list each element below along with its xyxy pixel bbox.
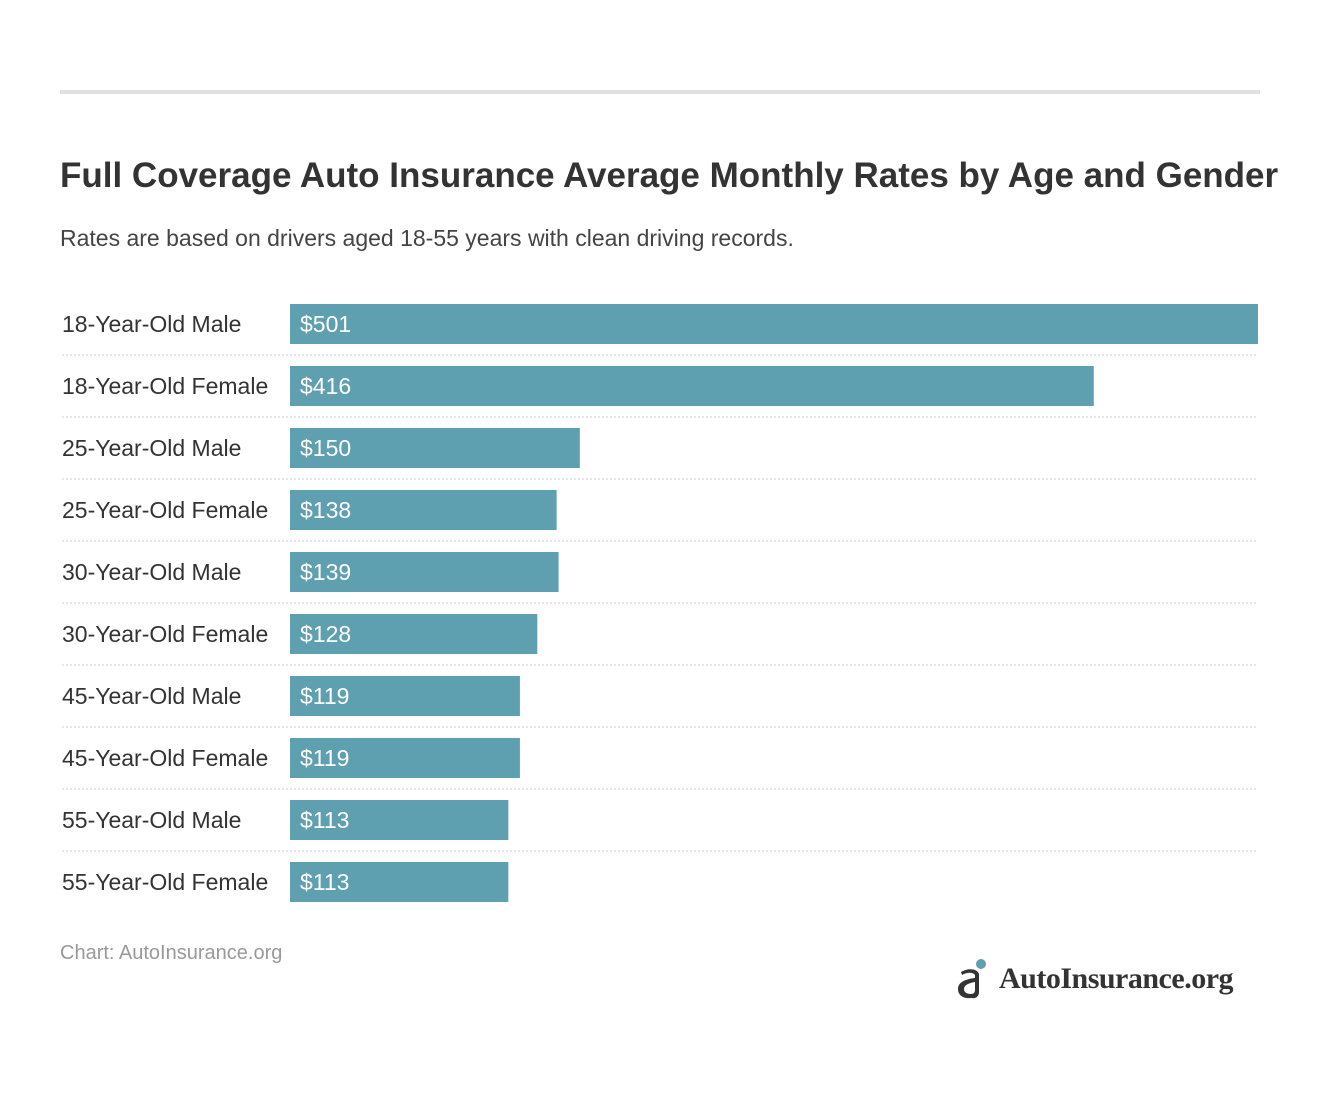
value-label: $416: [300, 373, 351, 399]
brand-logo[interactable]: AutoInsurance.org: [955, 958, 1234, 1000]
bar-row: 30-Year-Old Female $128: [62, 614, 1258, 666]
category-label: 55-Year-Old Male: [62, 807, 241, 833]
bar: [290, 490, 557, 530]
bar-row: 30-Year-Old Male $139: [62, 552, 1258, 604]
value-label: $138: [300, 497, 351, 523]
chart-subtitle: Rates are based on drivers aged 18-55 ye…: [60, 225, 794, 251]
bar: [290, 862, 509, 902]
bar-row: 18-Year-Old Male $501: [62, 304, 1258, 356]
bar: [290, 366, 1094, 406]
bar-row: 18-Year-Old Female $416: [62, 366, 1258, 418]
bar: [290, 676, 520, 716]
value-label: $113: [300, 807, 349, 833]
bar: [290, 304, 1258, 344]
value-label: $113: [300, 869, 349, 895]
category-label: 25-Year-Old Male: [62, 435, 241, 461]
category-label: 18-Year-Old Male: [62, 311, 241, 337]
logo-wordmark: AutoInsurance.org: [999, 962, 1234, 995]
top-rule: [60, 90, 1260, 94]
bar: [290, 738, 520, 778]
category-label: 45-Year-Old Male: [62, 683, 241, 709]
value-label: $501: [300, 311, 351, 337]
category-label: 25-Year-Old Female: [62, 497, 268, 523]
category-label: 45-Year-Old Female: [62, 745, 268, 771]
bar: [290, 552, 559, 592]
chart-title: Full Coverage Auto Insurance Average Mon…: [60, 156, 1279, 195]
bar-row: 25-Year-Old Male $150: [62, 428, 1258, 480]
chart-source: Chart: AutoInsurance.org: [60, 942, 283, 964]
category-label: 30-Year-Old Male: [62, 559, 241, 585]
bar-row: 55-Year-Old Female $113: [62, 862, 509, 902]
bar: [290, 428, 580, 468]
value-label: $119: [300, 683, 349, 709]
category-label: 30-Year-Old Female: [62, 621, 268, 647]
value-label: $139: [300, 559, 351, 585]
autoinsurance-logo-icon: [958, 959, 986, 999]
category-label: 55-Year-Old Female: [62, 869, 268, 895]
bar-row: 25-Year-Old Female $138: [62, 490, 1258, 542]
value-label: $119: [300, 745, 349, 771]
bar: [290, 614, 538, 654]
bar-row: 55-Year-Old Male $113: [62, 800, 1258, 852]
value-label: $128: [300, 621, 351, 647]
bar: [290, 800, 509, 840]
value-label: $150: [300, 435, 351, 461]
bar-row: 45-Year-Old Female $119: [62, 738, 1258, 790]
category-label: 18-Year-Old Female: [62, 373, 268, 399]
bar-row: 45-Year-Old Male $119: [62, 676, 1258, 728]
